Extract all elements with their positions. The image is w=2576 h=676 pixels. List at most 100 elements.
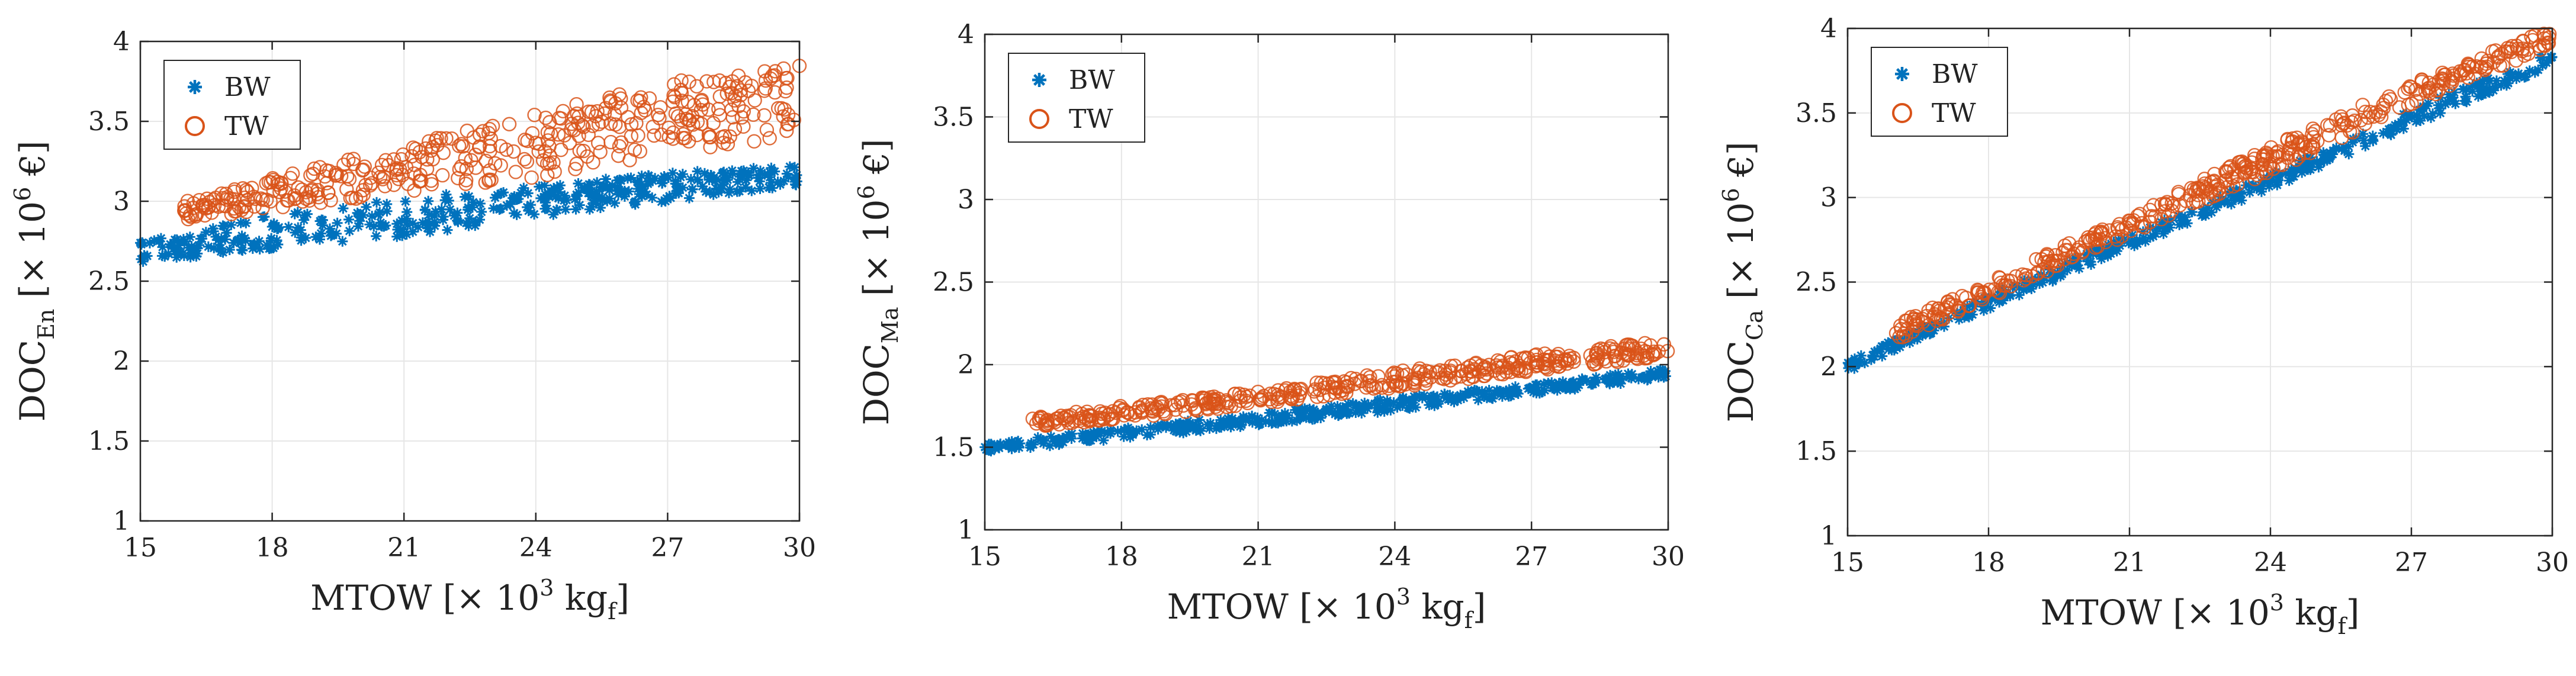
data-point-tw [2357,104,2373,120]
y-tick-label: 1.5 [1796,436,1837,466]
data-point-tw [451,170,465,186]
legend-label-bw: BW [1069,65,1115,95]
data-point-bw [1227,417,1238,429]
data-point-bw [326,229,338,240]
data-point-bw [2327,145,2339,156]
data-point-bw [1096,426,1107,437]
data-point-tw [2041,255,2055,270]
data-point-tw [702,130,717,144]
data-point-tw [2144,209,2159,224]
data-point-bw [1455,389,1466,401]
data-point-bw [2200,210,2211,221]
data-point-bw [1141,430,1152,441]
data-point-tw [667,89,682,105]
data-point-bw [518,182,529,194]
data-point-bw [2411,110,2422,121]
data-point-bw [539,188,551,199]
data-point-bw [1850,355,1861,366]
y-axis-label: DOCCa [× 106 €] [1718,141,1768,422]
data-point-tw [2401,81,2416,96]
data-point-bw [1577,374,1588,385]
data-point-bw [2055,268,2066,279]
data-point-tw [2034,252,2049,267]
data-point-bw [171,234,182,246]
data-point-bw [2378,127,2389,139]
data-point-bw [1152,420,1163,432]
data-point-bw [650,173,661,184]
data-point-bw [597,195,608,206]
data-point-bw [2159,223,2170,234]
data-point-tw [208,190,223,205]
data-point-tw [2157,197,2173,211]
data-point-tw [678,107,693,122]
data-point-bw [1978,301,1989,312]
x-axis-label: MTOW [× 103 kgf] [310,575,629,625]
data-point-bw [1321,404,1332,415]
data-point-bw [2391,124,2402,135]
data-point-tw [653,100,668,115]
data-point-bw [402,220,413,231]
data-point-bw [301,208,313,220]
data-point-bw [781,168,792,179]
data-point-bw [685,173,696,185]
data-point-bw [699,168,710,179]
data-point-bw [361,201,372,213]
data-point-bw [570,204,582,215]
data-point-bw [622,173,633,184]
data-point-bw [632,176,643,188]
data-point-bw [253,236,265,247]
data-point-tw [2320,118,2335,133]
data-point-bw [1290,404,1301,416]
data-point-bw [2529,67,2540,78]
data-point-bw [2083,256,2094,267]
data-point-tw [661,120,676,136]
data-point-tw [612,120,627,134]
data-point-tw [1256,388,1271,404]
data-point-bw [2034,278,2045,289]
data-point-bw [1238,411,1249,422]
x-tick-label: 27 [1515,542,1548,572]
legend-marker-bw [188,80,202,94]
data-point-tw [681,134,696,149]
data-point-tw [1081,413,1097,428]
data-point-tw [2461,56,2475,71]
data-point-bw [2129,240,2140,252]
data-point-bw [548,209,559,220]
data-point-bw [545,189,557,200]
data-point-tw [1387,365,1402,380]
data-point-tw [1116,402,1131,417]
data-point-bw [1292,415,1303,426]
data-point-bw [402,207,413,218]
y-tick-label: 3 [1820,183,1837,213]
data-point-bw [316,228,327,239]
data-point-tw [2212,186,2227,201]
data-point-tw [1941,305,1956,321]
data-point-bw [1182,416,1193,427]
data-point-bw [2467,86,2478,97]
data-point-tw [776,109,791,124]
data-point-tw [2263,140,2279,155]
data-point-tw [188,207,203,222]
data-point-bw [1560,379,1571,390]
data-point-bw [746,185,757,197]
data-point-tw [2134,219,2150,234]
data-point-bw [2212,199,2224,210]
data-point-bw [178,250,189,262]
data-point-tw [2294,134,2310,149]
data-point-bw [1931,320,1942,331]
data-point-tw [627,142,643,157]
x-tick-label: 21 [2113,548,2146,578]
data-point-tw [1198,391,1213,406]
data-point-tw [197,208,213,223]
data-point-bw [636,170,647,182]
data-point-bw [1360,401,1371,413]
data-point-bw [1917,328,1929,339]
data-point-bw [635,182,647,194]
data-point-tw [1308,382,1323,397]
data-point-bw [525,199,536,211]
data-point-bw [461,217,472,228]
data-point-bw [338,202,349,214]
data-point-tw [734,110,749,125]
data-point-tw [720,137,735,152]
